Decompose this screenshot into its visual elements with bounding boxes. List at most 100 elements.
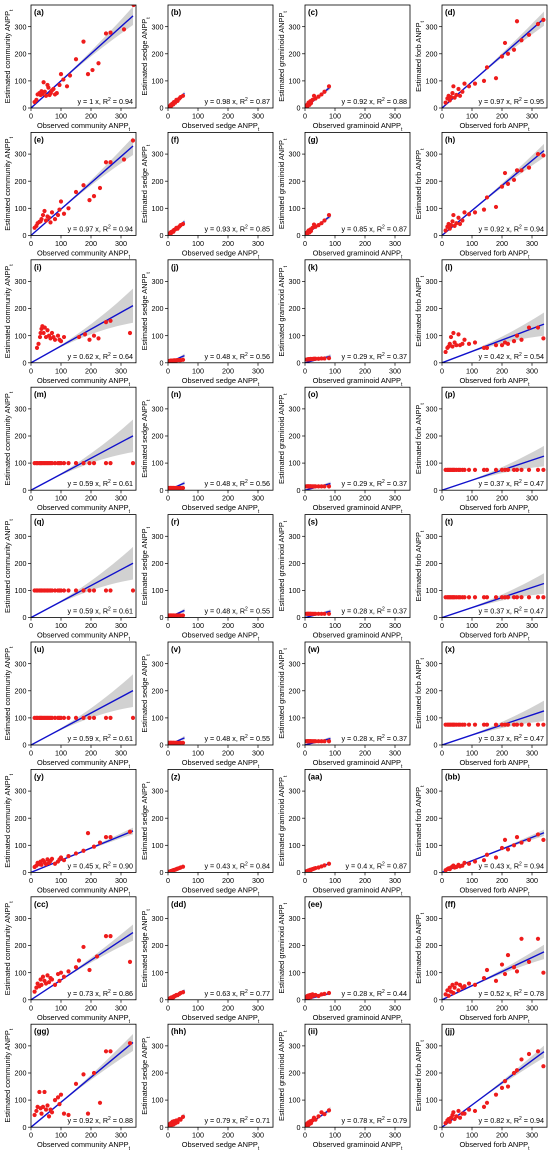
data-point: [46, 85, 51, 90]
x-axis-label: Observed community ANPPt: [37, 758, 131, 770]
y-tick-label: 300: [289, 914, 301, 923]
data-point: [535, 325, 541, 330]
y-axis-label: Estimated graminoid ANPPt: [277, 1030, 289, 1121]
data-point: [457, 221, 463, 227]
data-point: [462, 1111, 467, 1116]
panel-r: 0 100 200 300 0 100 200 300 (r) y = 0.48 x, R2 = …: [140, 514, 274, 643]
data-point: [308, 228, 314, 234]
x-tick-label: 100: [466, 1003, 478, 1012]
equation-label: y = 0.63 x, R2 = 0.77: [204, 989, 270, 998]
confidence-band: [442, 573, 544, 618]
data-point: [61, 77, 66, 82]
x-tick-label: 100: [192, 1131, 204, 1140]
x-tick-label: 0: [303, 366, 307, 375]
data-point: [127, 330, 133, 336]
data-point: [49, 856, 55, 861]
y-tick-label: 0: [297, 486, 301, 495]
x-axis-label: Observed community ANPPt: [37, 1140, 131, 1151]
x-axis-label: Observed graminoid ANPPt: [313, 376, 403, 388]
y-tick-label: 100: [426, 459, 438, 468]
data-point: [484, 722, 490, 727]
y-axis-label: Estimated sedge ANPPt: [140, 399, 152, 478]
data-point: [130, 460, 136, 466]
x-tick-label: 200: [359, 494, 371, 503]
y-tick-label: 100: [152, 76, 164, 85]
y-tick-label: 100: [15, 968, 27, 977]
x-tick-label: 300: [115, 112, 127, 121]
data-point: [90, 67, 95, 73]
x-tick-label: 100: [466, 876, 478, 885]
data-point: [505, 952, 511, 958]
panel-l: 0 100 200 300 0 100 200 300 (l) y = 0.42 x, R2 = …: [414, 259, 548, 388]
data-point: [316, 223, 321, 228]
y-tick-label: 300: [426, 1041, 438, 1050]
plot-frame: [167, 131, 274, 236]
data-point: [61, 715, 67, 720]
x-tick-label: 200: [359, 366, 371, 375]
plot-frame: [304, 769, 411, 873]
y-tick-label: 300: [15, 914, 27, 923]
data-point: [511, 339, 517, 344]
y-tick-label: 200: [15, 432, 27, 441]
data-point: [58, 199, 64, 204]
y-axis-label: Estimated sedge ANPPt: [140, 781, 152, 860]
data-point: [519, 168, 524, 173]
data-point: [322, 739, 327, 744]
y-axis-label: Estimated forb ANPPt: [414, 912, 426, 983]
x-tick-label: 100: [55, 366, 67, 375]
data-point: [460, 218, 465, 223]
data-point: [466, 1107, 472, 1112]
data-point: [87, 198, 92, 203]
plot-frame: [30, 769, 137, 873]
data-point: [502, 1079, 508, 1084]
data-point: [526, 325, 532, 330]
regression-line: [442, 582, 545, 618]
data-point: [481, 595, 487, 600]
panel-label: (bb): [445, 772, 460, 781]
data-point: [130, 138, 136, 143]
x-tick-label: 0: [29, 1003, 33, 1012]
x-tick-label: 300: [115, 494, 127, 503]
y-tick-label: 200: [426, 941, 438, 950]
data-point: [505, 181, 511, 186]
data-point: [52, 588, 58, 593]
x-tick-label: 200: [222, 1003, 234, 1012]
y-tick-label: 200: [152, 177, 164, 186]
data-point: [447, 985, 452, 990]
data-point: [514, 835, 520, 840]
confidence-band: [168, 608, 185, 618]
x-tick-label: 100: [466, 366, 478, 375]
data-point: [37, 1089, 42, 1095]
y-tick-label: 200: [426, 177, 438, 186]
x-tick-label: 200: [85, 1003, 97, 1012]
x-tick-label: 200: [359, 1131, 371, 1140]
data-point: [319, 611, 324, 616]
equation-label: y = 0.82 x, R2 = 0.94: [478, 1116, 544, 1125]
panel-label: (jj): [445, 1027, 455, 1036]
data-point: [502, 722, 508, 727]
y-tick-label: 0: [160, 613, 164, 622]
data-point: [66, 1112, 71, 1118]
y-tick-label: 0: [160, 995, 164, 1004]
data-point: [514, 168, 520, 173]
x-tick-label: 300: [115, 239, 127, 248]
x-tick-label: 0: [166, 621, 170, 630]
y-tick-label: 200: [152, 304, 164, 313]
data-point: [308, 101, 314, 106]
y-axis-label: Estimated forb ANPPt: [414, 148, 426, 219]
data-point: [52, 337, 58, 342]
y-tick-label: 200: [152, 686, 164, 695]
y-tick-label: 100: [289, 841, 301, 850]
data-point: [43, 1107, 49, 1112]
data-point: [322, 1112, 327, 1117]
y-tick-label: 100: [15, 459, 27, 468]
y-tick-label: 100: [152, 586, 164, 595]
plot-frame: [304, 131, 411, 236]
data-point: [85, 1111, 91, 1116]
y-tick-label: 300: [426, 404, 438, 413]
y-tick-label: 0: [160, 486, 164, 495]
y-tick-label: 300: [152, 22, 164, 31]
y-tick-label: 100: [289, 204, 301, 213]
x-tick-label: 200: [222, 494, 234, 503]
data-point: [96, 61, 101, 66]
